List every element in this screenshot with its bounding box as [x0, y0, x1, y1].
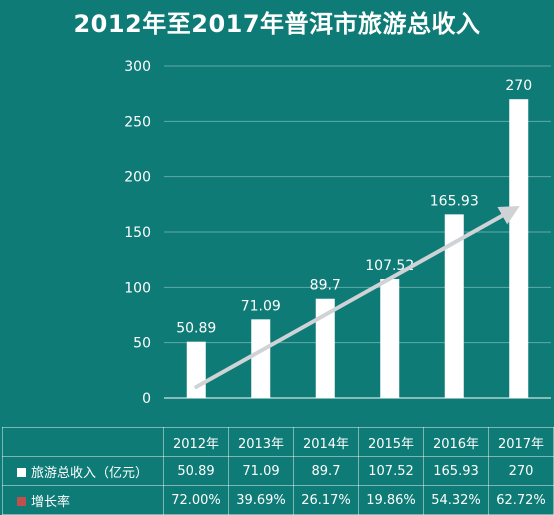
- table-row-revenue: 旅游总收入（亿元） 50.89 71.09 89.7 107.52 165.93…: [2, 456, 554, 486]
- table-cell: 89.7: [293, 456, 359, 486]
- y-tick-label: 100: [124, 280, 151, 296]
- y-tick-label: 50: [133, 336, 151, 352]
- bar: [251, 319, 271, 398]
- data-table: 2012年 2013年 2014年 2015年 2016年 2017年 旅游总收…: [2, 427, 554, 515]
- y-tick-label: 0: [142, 391, 151, 407]
- table-cell: 62.72%: [488, 485, 554, 515]
- table-cell: 26.17%: [293, 485, 359, 515]
- table-year-header: 2013年: [228, 427, 294, 457]
- bar: [444, 214, 464, 398]
- table-year-header: 2014年: [293, 427, 359, 457]
- table-corner: [2, 427, 164, 457]
- revenue-legend-swatch: [17, 467, 26, 477]
- data-label: 107.52: [365, 258, 414, 274]
- y-tick-label: 200: [124, 170, 151, 186]
- data-label: 270: [505, 78, 532, 94]
- growth-row-label: 增长率: [31, 494, 71, 510]
- bar-chart: 0 50 100 150 200 250 300 50.89 71.09 89.7 107.52 16…: [124, 59, 551, 407]
- bar: [509, 99, 529, 398]
- bar: [380, 279, 400, 398]
- table-cell: 165.93: [423, 456, 489, 486]
- bar: [315, 298, 335, 398]
- data-label: 89.7: [310, 278, 341, 294]
- table-row-label: 旅游总收入（亿元）: [2, 456, 164, 486]
- table-cell: 39.69%: [228, 485, 294, 515]
- table-year-header: 2015年: [358, 427, 424, 457]
- table-row-label: 增长率: [2, 485, 164, 515]
- data-label: 50.89: [176, 321, 216, 337]
- bar: [186, 341, 206, 398]
- table-cell: 72.00%: [163, 485, 229, 515]
- data-label: 165.93: [430, 193, 479, 209]
- data-label: 71.09: [241, 298, 281, 314]
- growth-legend-swatch: [17, 496, 26, 506]
- table-cell: 107.52: [358, 456, 424, 486]
- table-row-growth: 增长率 72.00% 39.69% 26.17% 19.86% 54.32% 6…: [2, 485, 554, 515]
- y-tick-label: 150: [124, 225, 151, 241]
- revenue-row-label: 旅游总收入（亿元）: [31, 465, 149, 481]
- table-cell: 19.86%: [358, 485, 424, 515]
- chart-title: 2012年至2017年普洱市旅游总收入: [73, 10, 481, 38]
- table-cell: 270: [488, 456, 554, 486]
- table-cell: 50.89: [163, 456, 229, 486]
- table-year-header: 2016年: [423, 427, 489, 457]
- trend-arrow: [194, 205, 520, 389]
- y-tick-label: 300: [124, 59, 151, 75]
- table-year-header: 2017年: [488, 427, 554, 457]
- table-cell: 54.32%: [423, 485, 489, 515]
- table-header-row: 2012年 2013年 2014年 2015年 2016年 2017年: [2, 427, 554, 457]
- y-tick-label: 250: [124, 114, 151, 130]
- table-year-header: 2012年: [163, 427, 229, 457]
- table-cell: 71.09: [228, 456, 294, 486]
